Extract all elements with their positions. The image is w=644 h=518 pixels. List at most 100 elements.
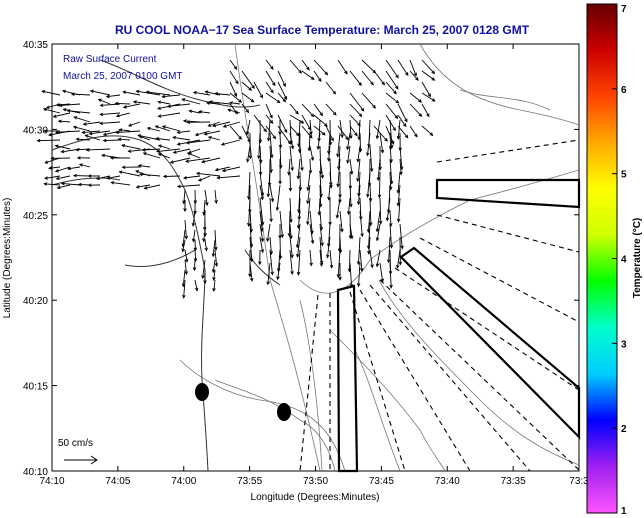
y-axis-label: Latitude (Degrees:Minutes) xyxy=(2,198,13,319)
current-vector xyxy=(421,81,431,98)
current-vector xyxy=(184,219,188,240)
current-vector xyxy=(359,249,364,272)
current-vector xyxy=(188,109,201,114)
x-tick-label: 73:55 xyxy=(237,476,262,487)
current-vector xyxy=(396,119,401,140)
current-vector xyxy=(229,59,238,70)
depth-contour xyxy=(459,89,551,111)
x-tick-label: 73:50 xyxy=(303,476,328,487)
radar-beam-outline xyxy=(399,246,581,440)
y-axis: 40:35 40:30 40:25 40:20 40:15 40:10 xyxy=(23,40,579,478)
current-vector xyxy=(369,197,373,227)
current-vector xyxy=(212,121,231,128)
current-vector xyxy=(85,148,111,152)
current-vector xyxy=(105,94,121,99)
current-vector xyxy=(325,81,337,95)
current-vector xyxy=(375,119,381,140)
radar-range-line xyxy=(419,237,580,323)
colorbar-tick-label: 7 xyxy=(621,4,627,15)
radar-beam-outline xyxy=(336,284,359,473)
current-vector xyxy=(248,132,253,160)
current-vector xyxy=(373,70,385,86)
current-vector xyxy=(313,70,322,83)
current-vector xyxy=(185,157,211,163)
current-vector xyxy=(208,100,231,105)
current-vector xyxy=(409,59,417,77)
x-axis-label: Longitude (Degrees:Minutes) xyxy=(251,492,380,503)
current-vector xyxy=(115,130,141,135)
current-vector xyxy=(385,197,391,222)
coast-line xyxy=(99,59,261,108)
current-vector xyxy=(212,269,216,282)
current-vector xyxy=(277,125,292,145)
current-vector xyxy=(337,59,348,75)
current-vector xyxy=(229,81,238,97)
current-vector xyxy=(192,90,211,96)
current-vector xyxy=(227,108,241,114)
current-vector xyxy=(289,249,294,275)
current-vector xyxy=(54,144,71,150)
current-vector xyxy=(265,70,276,87)
current-vector xyxy=(176,139,201,146)
x-axis: 74:10 74:05 74:00 73:55 73:50 73:45 73:40 73:35… xyxy=(39,44,589,487)
current-vector xyxy=(118,170,141,177)
current-vector xyxy=(204,90,221,96)
current-vector xyxy=(336,158,341,188)
current-vector xyxy=(154,125,171,132)
current-vector xyxy=(301,103,315,118)
station-marker xyxy=(195,383,209,401)
subtitle-line-1: Raw Surface Current xyxy=(63,54,157,65)
current-vector xyxy=(197,175,211,182)
current-vector xyxy=(245,119,251,136)
current-vector xyxy=(202,229,206,243)
depth-contour xyxy=(179,359,346,472)
current-vector xyxy=(143,184,161,190)
current-vector xyxy=(115,112,131,118)
current-vector xyxy=(339,210,344,233)
current-vector xyxy=(421,59,436,75)
current-vector xyxy=(135,184,151,189)
current-vector xyxy=(366,171,371,198)
colorbar-tick-label: 1 xyxy=(621,506,627,517)
current-vector xyxy=(50,156,71,161)
current-vector xyxy=(183,175,201,180)
current-vector xyxy=(259,184,264,201)
current-vector xyxy=(56,184,71,190)
colorbar-tick-label: 2 xyxy=(621,424,627,435)
current-vector xyxy=(319,223,324,247)
current-vector xyxy=(336,249,341,279)
coast-line xyxy=(124,249,196,268)
scale-label: 50 cm/s xyxy=(58,438,93,449)
current-vector xyxy=(221,166,241,173)
colorbar-ticks: 1 2 3 4 5 6 7 xyxy=(612,3,627,517)
current-vector xyxy=(186,152,201,159)
current-vector xyxy=(241,92,255,103)
current-vector xyxy=(349,223,354,240)
current-vector xyxy=(396,249,401,269)
current-vector xyxy=(397,114,407,128)
current-vector xyxy=(379,132,385,154)
current-vector xyxy=(162,174,181,179)
current-vector xyxy=(289,132,295,150)
current-vector xyxy=(214,229,218,251)
current-vector xyxy=(70,92,91,96)
current-vector xyxy=(172,148,191,154)
current-vector xyxy=(184,259,188,276)
current-vector xyxy=(169,157,191,164)
current-vector xyxy=(211,259,216,274)
current-vector xyxy=(249,262,254,282)
current-vector xyxy=(277,81,288,101)
current-vector xyxy=(98,121,121,125)
current-vector xyxy=(329,249,334,269)
current-vector xyxy=(349,70,362,86)
depth-contour xyxy=(234,43,321,472)
current-vector xyxy=(87,174,101,178)
current-vector xyxy=(278,158,282,185)
current-vector xyxy=(84,134,101,141)
current-vector xyxy=(308,158,313,175)
current-vector xyxy=(379,262,385,283)
current-vector xyxy=(141,148,161,152)
current-vector xyxy=(356,236,361,266)
colorbar-tick-label: 4 xyxy=(621,255,627,266)
